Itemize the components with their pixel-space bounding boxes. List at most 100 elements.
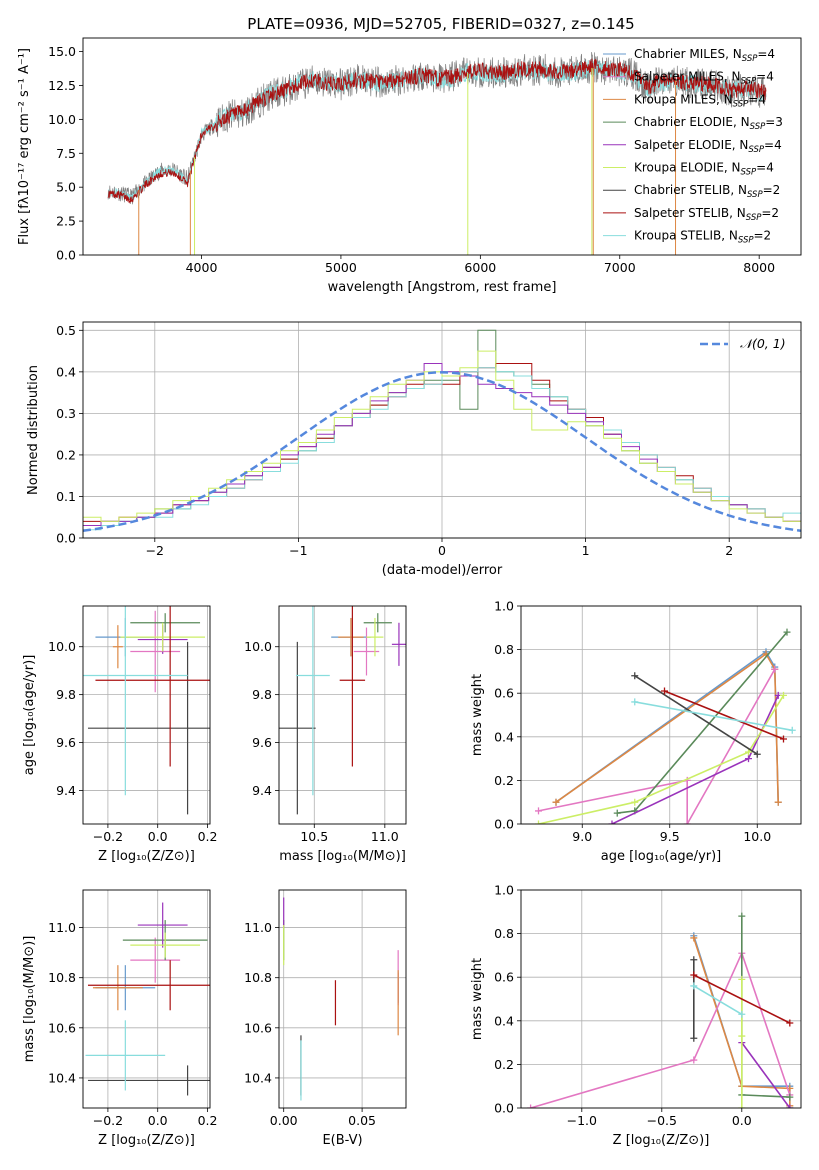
y-tick-label: 5.0 xyxy=(56,180,76,195)
legend-label-text: Chabrier ELODIE, N xyxy=(634,115,750,129)
legend-label-suffix: =4 xyxy=(756,70,774,84)
weight-point-marker xyxy=(738,1104,746,1108)
weight-point-marker xyxy=(535,820,542,824)
weight-series-line xyxy=(741,1042,791,1108)
legend-label-suffix: =4 xyxy=(756,161,774,175)
weight-point-marker xyxy=(788,726,796,734)
y-tick-label: 0.2 xyxy=(56,447,76,462)
x-tick-label: −0.2 xyxy=(93,829,123,844)
legend-label-text: Kroupa STELIB, N xyxy=(634,229,738,243)
legend-entry-label: Chabrier ELODIE, NSSP=3 xyxy=(634,115,783,132)
weight-point-marker xyxy=(535,807,542,815)
y-tick-label: 10.8 xyxy=(48,970,76,985)
legend-label-suffix: =4 xyxy=(748,92,766,106)
weight-vs-Z-plot-area xyxy=(527,912,794,1108)
x-axis-label: E(B-V) xyxy=(322,1133,362,1148)
y-tick-label: 2.5 xyxy=(56,214,76,229)
x-tick-label: 0.2 xyxy=(198,829,218,844)
weight-point-marker xyxy=(608,820,616,824)
x-tick-label: −2 xyxy=(146,543,164,558)
legend-label-text: Kroupa ELODIE, N xyxy=(634,161,741,175)
legend-label-subscript: SSP xyxy=(746,213,762,223)
x-tick-label: 4000 xyxy=(186,260,218,275)
x-tick-label: −1.0 xyxy=(567,1113,597,1128)
legend-label-subscript: SSP xyxy=(742,54,758,64)
x-axis-label: Z [log₁₀(Z/Z⊙)] xyxy=(613,1133,710,1148)
x-tick-label: 9.5 xyxy=(660,829,680,844)
axes-frame xyxy=(278,889,407,1109)
y-tick-label: 10.8 xyxy=(244,970,272,985)
legend-entry-label: Kroupa MILES, NSSP=4 xyxy=(634,92,766,109)
x-tick-label: 10.5 xyxy=(300,829,328,844)
legend-label-text: Salpeter MILES, N xyxy=(634,70,741,84)
weight-point-marker xyxy=(690,956,698,964)
legend-label-suffix: =4 xyxy=(757,47,775,61)
y-axis-label: mass [log₁₀(M/M⊙)] xyxy=(22,936,37,1063)
y-axis-label: age [log₁₀(age/yr)] xyxy=(22,655,37,776)
axes-frame xyxy=(82,605,211,825)
y-tick-label: 0.3 xyxy=(56,406,76,421)
y-axis-label: Normed distribution xyxy=(26,365,41,495)
y-tick-label: 7.5 xyxy=(56,146,76,161)
residuals-plot-area xyxy=(83,329,801,538)
y-axis-label: mass weight xyxy=(470,674,485,756)
weight-vs-age-plot-area xyxy=(535,628,796,824)
x-tick-label: 7000 xyxy=(604,260,636,275)
weight-point-marker xyxy=(786,1104,794,1108)
spectrum-panel: 4000 5000 6000 7000 8000 0.0 2.5 5.0 7.5 10.0 12.5… xyxy=(17,37,802,295)
y-tick-label: 0.0 xyxy=(494,817,514,832)
weight-point-marker xyxy=(745,755,752,763)
y-tick-label: 9.6 xyxy=(56,735,76,750)
legend-label-subscript: SSP xyxy=(748,145,764,155)
weight-point-marker xyxy=(631,798,639,806)
legend-label-suffix: =3 xyxy=(765,115,783,129)
axes-frame xyxy=(82,889,211,1109)
spectrum-plot-area xyxy=(107,52,767,255)
y-tick-label: 0.2 xyxy=(494,773,514,788)
weight-point-marker xyxy=(690,1034,698,1042)
x-axis-label: mass [log₁₀(M/M⊙)] xyxy=(279,849,406,864)
weight-point-marker xyxy=(738,912,746,920)
x-tick-label: 6000 xyxy=(464,260,496,275)
legend-label-suffix: =4 xyxy=(764,138,782,152)
x-tick-label: 8000 xyxy=(743,260,775,275)
weight-series-line xyxy=(538,694,785,824)
x-tick-label: 2 xyxy=(725,543,733,558)
weight-point-marker xyxy=(683,820,691,824)
y-tick-label: 10.4 xyxy=(48,1070,76,1085)
weight-point-marker xyxy=(690,971,698,979)
y-tick-label: 10.0 xyxy=(244,639,272,654)
weight-series-line xyxy=(634,701,793,732)
x-tick-label: −1 xyxy=(289,543,307,558)
x-axis-label: age [log₁₀(age/yr)] xyxy=(601,849,722,864)
x-tick-label: 0 xyxy=(438,543,446,558)
weight-point-marker xyxy=(661,687,668,695)
mass-vs-Z-plot-area xyxy=(85,902,210,1096)
x-tick-label: 10.0 xyxy=(743,829,771,844)
figure-title: PLATE=0936, MJD=52705, FIBERID=0327, z=0… xyxy=(247,15,634,33)
axes-frame xyxy=(278,605,407,825)
y-tick-label: 0.2 xyxy=(494,1057,514,1072)
mass-vs-ebv-panel: 0.00 0.05 10.4 10.6 10.8 11.0 E(B-V) xyxy=(244,889,407,1148)
gaussian-reference-curve xyxy=(83,371,801,532)
legend-label-text: Chabrier MILES, N xyxy=(634,47,742,61)
x-tick-label: 1 xyxy=(582,543,590,558)
legend-label-suffix: =2 xyxy=(761,206,779,220)
weight-point-marker xyxy=(738,1032,746,1040)
weight-point-marker xyxy=(552,798,560,806)
age-vs-mass-panel: 10.5 11.0 9.4 9.6 9.8 10.0 mass [log₁₀(M/M⊙)] xyxy=(244,605,407,864)
legend-entry-label: Salpeter STELIB, NSSP=2 xyxy=(634,206,779,223)
weight-point-marker xyxy=(690,934,698,942)
y-tick-label: 0.5 xyxy=(56,323,76,338)
residuals-panel: −2 −1 0 1 2 0.0 0.1 0.2 0.3 0.4 0.5 (data-model)/er… xyxy=(26,321,802,578)
x-tick-label: 0.0 xyxy=(732,1113,752,1128)
y-tick-label: 9.4 xyxy=(252,783,272,798)
y-tick-label: 1.0 xyxy=(494,883,514,898)
y-tick-label: 0.6 xyxy=(494,970,514,985)
x-tick-label: 9.0 xyxy=(572,829,592,844)
x-tick-label: 0.05 xyxy=(348,1113,376,1128)
y-tick-label: 10.6 xyxy=(244,1020,272,1035)
legend-entry-label: Kroupa ELODIE, NSSP=4 xyxy=(634,161,774,178)
weight-series-line xyxy=(693,974,791,1024)
